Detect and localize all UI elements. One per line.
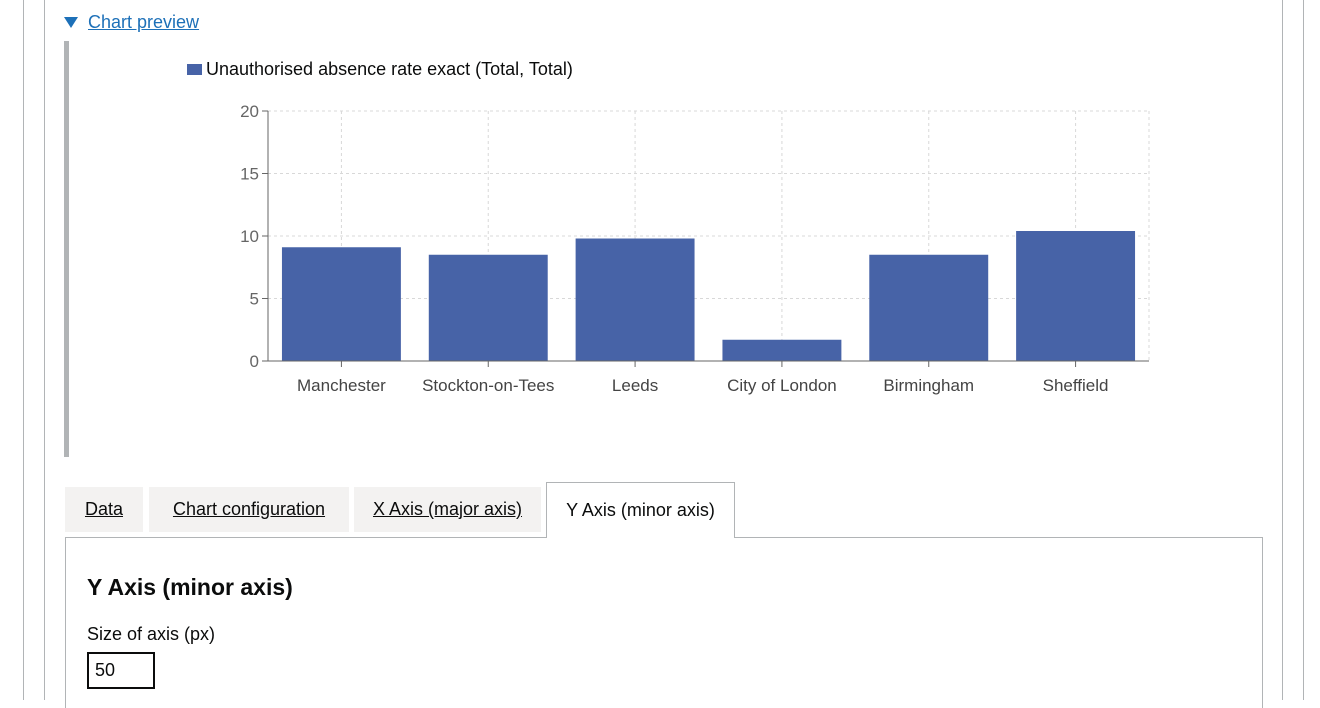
x-tick-label: Manchester [297, 376, 386, 395]
y-tick-label: 0 [250, 352, 259, 371]
bar-chart: 0 5 10 15 20 Manchester Stockton-on-Tees Leeds C… [240, 102, 1150, 395]
bar [1016, 231, 1136, 361]
size-of-axis-label: Size of axis (px) [87, 624, 216, 644]
y-axis-panel: Y Axis (minor axis) Size of axis (px) [65, 537, 1263, 708]
tab-chart-configuration[interactable]: Chart configuration [149, 487, 349, 532]
size-of-axis-input[interactable] [87, 652, 155, 689]
y-tick-label: 10 [240, 227, 259, 246]
bar [869, 254, 989, 361]
bar [722, 339, 842, 361]
x-tick-label: Leeds [612, 376, 658, 395]
x-tick-label: Stockton-on-Tees [422, 376, 554, 395]
triangle-down-icon [64, 17, 78, 28]
bar [575, 238, 695, 361]
x-tick-label: City of London [727, 376, 837, 395]
legend-label: Unauthorised absence rate exact (Total, … [206, 59, 573, 79]
bar [428, 254, 548, 361]
outer-border-right [1303, 0, 1304, 700]
chart-legend: Unauthorised absence rate exact (Total, … [187, 59, 573, 80]
tab-y-axis[interactable]: Y Axis (minor axis) [546, 482, 735, 538]
inner-border-left [44, 0, 45, 700]
tab-data[interactable]: Data [65, 487, 143, 532]
x-tick-label: Sheffield [1043, 376, 1109, 395]
x-tick-label: Birmingham [883, 376, 974, 395]
legend-swatch [187, 64, 202, 75]
inner-border-right [1282, 0, 1283, 700]
panel-title: Y Axis (minor axis) [87, 574, 293, 600]
bar [281, 247, 401, 361]
chart-preview-link[interactable]: Chart preview [88, 12, 200, 32]
chart-preview-toggle[interactable]: Chart preview [64, 12, 199, 33]
details-left-bar [64, 41, 69, 457]
tab-x-axis[interactable]: X Axis (major axis) [354, 487, 541, 532]
y-tick-label: 20 [240, 102, 259, 121]
outer-border-left [23, 0, 24, 700]
y-tick-label: 15 [240, 165, 259, 184]
y-tick-label: 5 [250, 290, 259, 309]
